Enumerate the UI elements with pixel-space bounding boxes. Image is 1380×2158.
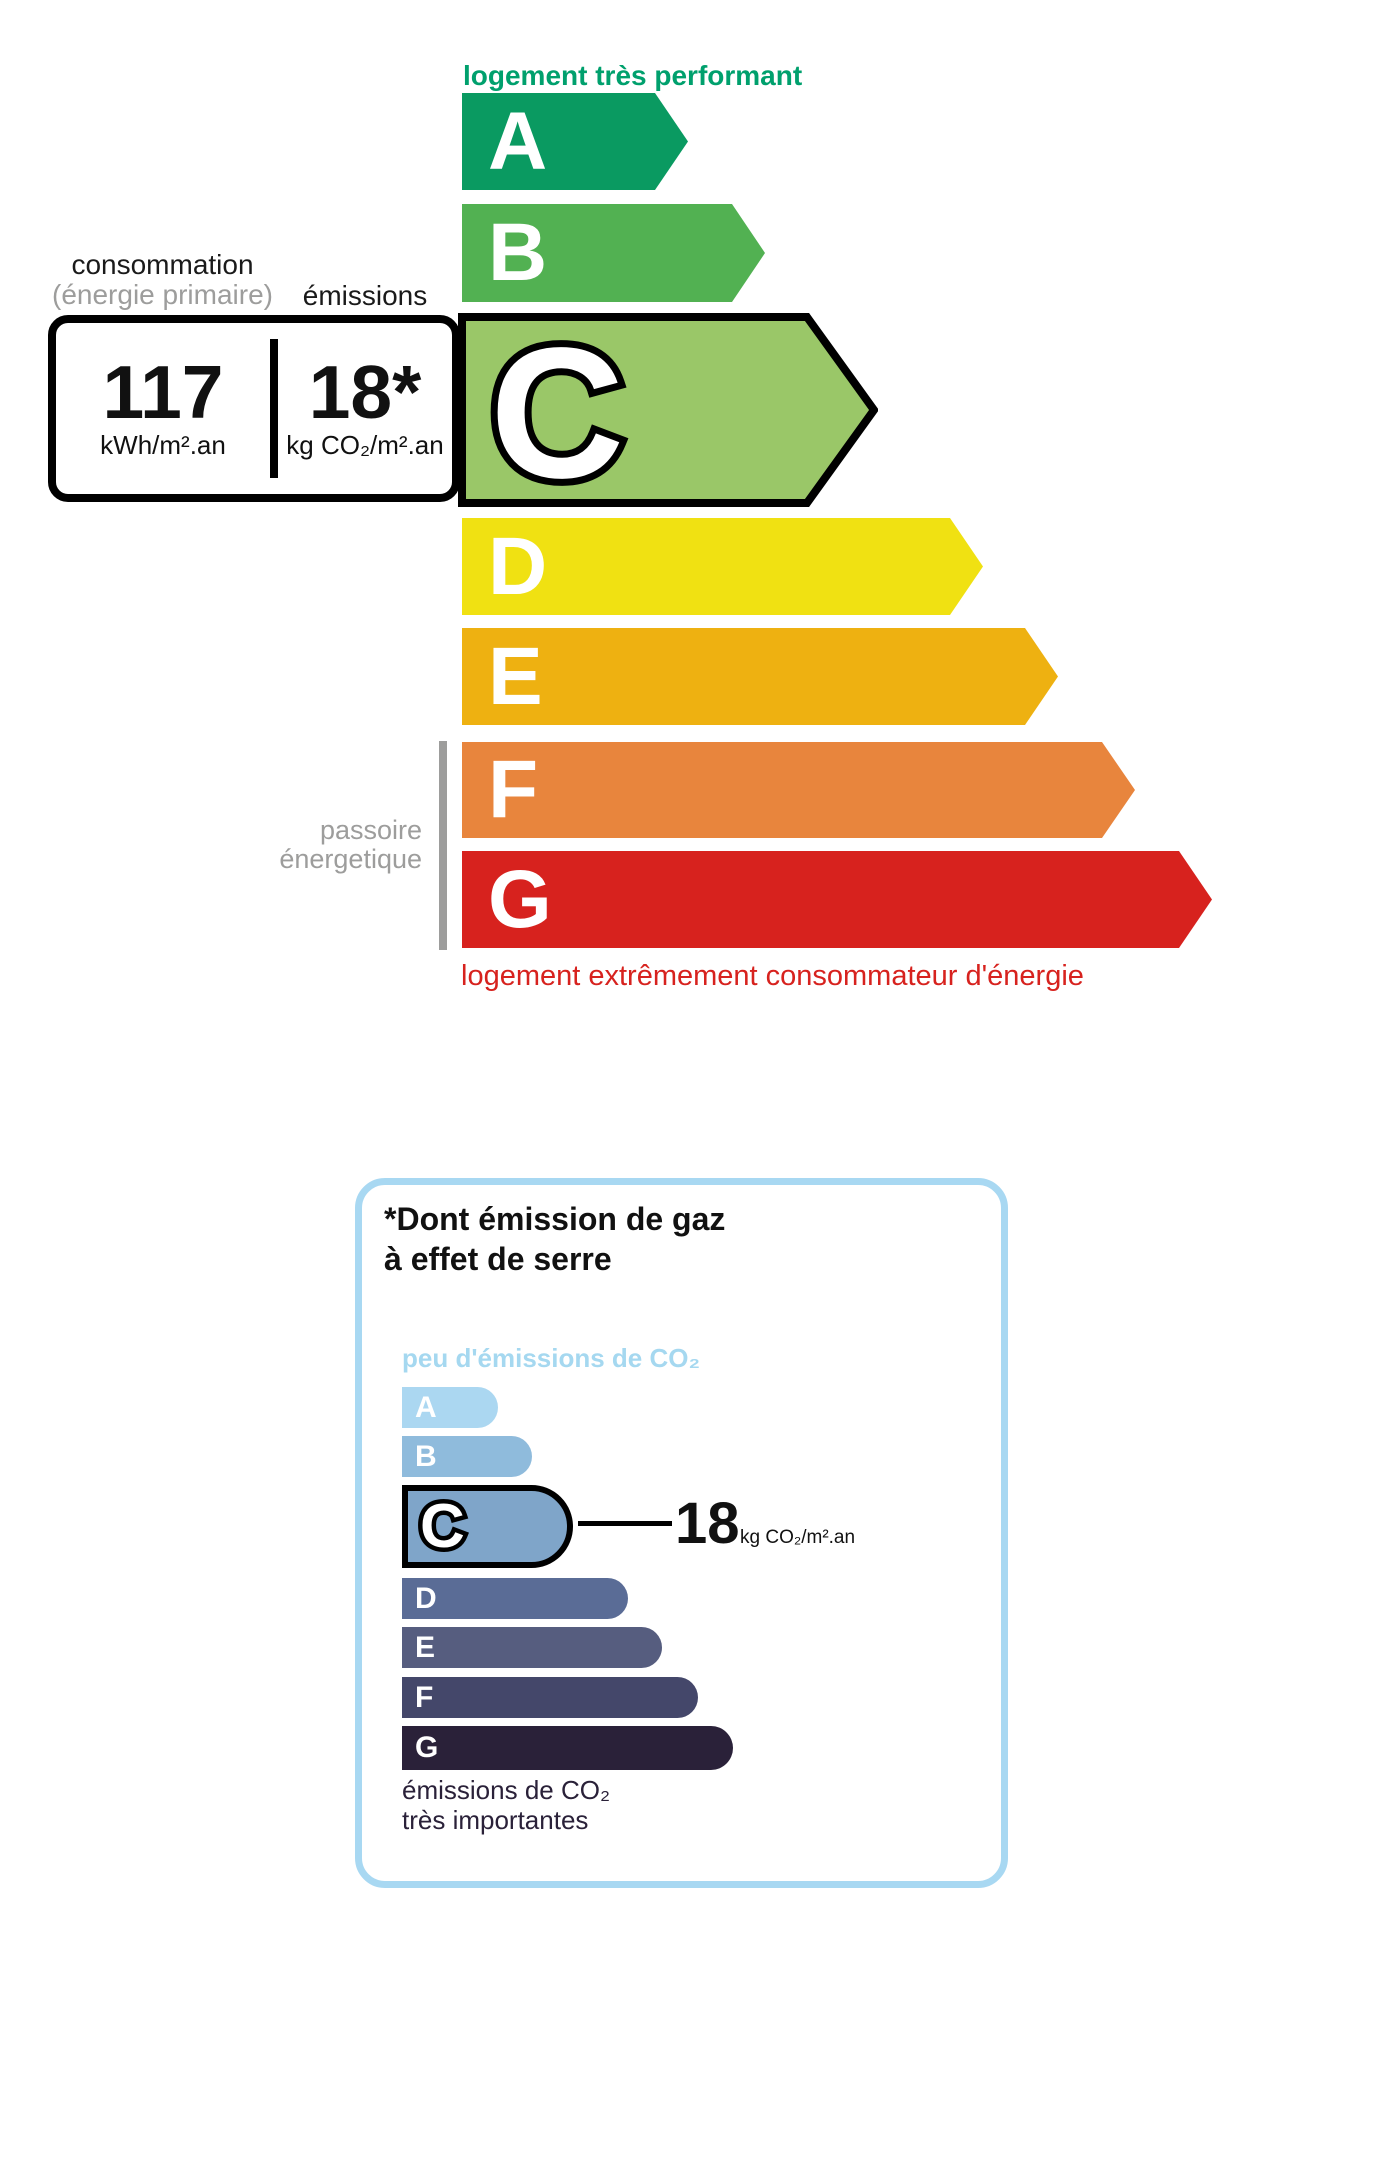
emissions-unit: kg CO₂/m².an bbox=[286, 430, 444, 460]
top-caption-very-efficient: logement très performant bbox=[463, 60, 803, 91]
consumption-label-line1: consommation bbox=[71, 249, 254, 280]
co2-panel-note: *Dont émission de gaz à effet de serre bbox=[384, 1199, 725, 1279]
co2-class-bar-a: A bbox=[402, 1387, 498, 1428]
co2-class-letter-d: D bbox=[415, 1581, 437, 1615]
energy-class-letter-g: G bbox=[488, 853, 552, 945]
score-box-divider bbox=[270, 339, 278, 478]
consumption-label: consommation (énergie primaire) bbox=[40, 250, 285, 310]
co2-high-emissions-label-line1: émissions de CO₂ bbox=[402, 1775, 611, 1805]
co2-emissions-panel: *Dont émission de gaz à effet de serre p… bbox=[355, 1178, 1008, 1888]
consumption-unit: kWh/m².an bbox=[100, 430, 226, 460]
co2-panel-note-line1: *Dont émission de gaz bbox=[384, 1201, 726, 1237]
energy-class-letter-c-outline: C bbox=[490, 310, 624, 511]
emissions-value: 18* bbox=[308, 350, 422, 434]
co2-class-letter-e: E bbox=[415, 1630, 436, 1664]
co2-class-letter-b: B bbox=[415, 1439, 437, 1473]
emissions-cell: 18* kg CO₂/m².an bbox=[278, 323, 452, 494]
co2-class-bar-b: B bbox=[402, 1436, 532, 1477]
consumption-cell: 117 kWh/m².an bbox=[56, 323, 270, 494]
energy-class-letter-c: C bbox=[490, 310, 624, 511]
bottom-caption-high-consumption: logement extrêmement consommateur d'éner… bbox=[461, 960, 1084, 992]
score-box: 117 kWh/m².an 18* kg CO₂/m².an bbox=[48, 315, 460, 502]
energy-class-letter-a: A bbox=[488, 95, 548, 187]
co2-high-emissions-label-line2: très importantes bbox=[402, 1805, 589, 1835]
passoire-label: passoire énergetique bbox=[150, 816, 422, 874]
passoire-label-line2: énergetique bbox=[279, 844, 422, 874]
energy-class-letter-f: F bbox=[488, 744, 539, 835]
energy-class-arrow-d: D bbox=[462, 518, 983, 615]
co2-value-unit: kg CO₂/m².an bbox=[740, 1527, 856, 1548]
co2-class-bar-c-highlighted: C C bbox=[402, 1485, 573, 1568]
energy-class-arrow-f: F bbox=[462, 742, 1135, 838]
co2-panel-note-line2: à effet de serre bbox=[384, 1241, 612, 1277]
energy-class-letter-d: D bbox=[488, 520, 548, 612]
energy-class-arrow-c-shape bbox=[458, 313, 878, 507]
co2-value-callout-line bbox=[578, 1521, 672, 1526]
consumption-value: 117 bbox=[102, 350, 224, 434]
co2-class-bar-e: E bbox=[402, 1627, 662, 1668]
co2-class-bar-g: G bbox=[402, 1726, 733, 1770]
passoire-bracket-line bbox=[439, 741, 447, 950]
co2-class-bar-f: F bbox=[402, 1677, 698, 1718]
co2-class-bar-d: D bbox=[402, 1578, 628, 1619]
emissions-label: émissions bbox=[302, 280, 428, 311]
energy-class-arrow-c-highlighted: C C bbox=[458, 309, 878, 511]
energy-class-letter-b: B bbox=[488, 207, 548, 298]
energy-class-arrow-g: G bbox=[462, 851, 1212, 948]
co2-class-letter-c-outline: C bbox=[416, 1491, 470, 1562]
co2-class-letter-g: G bbox=[415, 1731, 439, 1764]
energy-class-arrow-a: A bbox=[462, 93, 688, 190]
co2-class-letter-c: C C bbox=[416, 1491, 470, 1562]
co2-class-letter-c-fill: C bbox=[420, 1491, 465, 1561]
energy-class-arrow-b: B bbox=[462, 204, 765, 302]
co2-class-letter-f: F bbox=[415, 1680, 434, 1714]
consumption-label-line2: (énergie primaire) bbox=[52, 279, 273, 310]
energy-class-arrow-e: E bbox=[462, 628, 1058, 725]
co2-value: 18 bbox=[675, 1491, 740, 1556]
co2-high-emissions-label: émissions de CO₂ très importantes bbox=[402, 1775, 610, 1835]
energy-class-letter-e: E bbox=[488, 630, 543, 722]
co2-low-emissions-label: peu d'émissions de CO₂ bbox=[402, 1343, 701, 1373]
passoire-label-line1: passoire bbox=[319, 815, 422, 845]
co2-class-letter-a: A bbox=[415, 1390, 437, 1424]
